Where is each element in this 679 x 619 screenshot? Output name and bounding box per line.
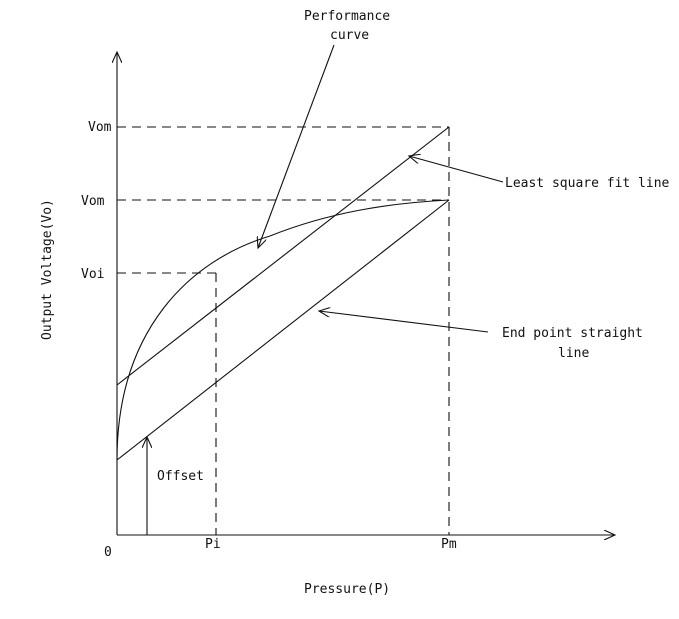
least-square-pointer: [409, 156, 504, 183]
tick-label-pi: Pi: [205, 537, 221, 552]
performance-curve-label-line1: Performance: [304, 9, 390, 24]
performance-curve-pointer: [258, 44, 335, 248]
tick-label-vom-lower: Vom: [81, 194, 105, 209]
y-axis-title: Output Voltage(Vo): [40, 199, 55, 340]
tick-label-voi: Voi: [81, 267, 104, 282]
performance-curve-label-line2: curve: [330, 28, 369, 43]
end-point-pointer: [319, 311, 489, 333]
tick-label-pm: Pm: [441, 537, 457, 552]
end-point-label-line2: line: [558, 346, 589, 361]
end-point-straight-line: [116, 199, 450, 461]
offset-label: Offset: [157, 469, 204, 484]
x-axis-title: Pressure(P): [304, 582, 390, 597]
tick-label-vom-upper: Vom: [88, 120, 112, 135]
least-square-fit-line: [116, 126, 450, 386]
least-square-label: Least square fit line: [505, 176, 670, 191]
origin-label: 0: [104, 545, 112, 560]
end-point-label-line1: End point straight: [502, 326, 643, 341]
